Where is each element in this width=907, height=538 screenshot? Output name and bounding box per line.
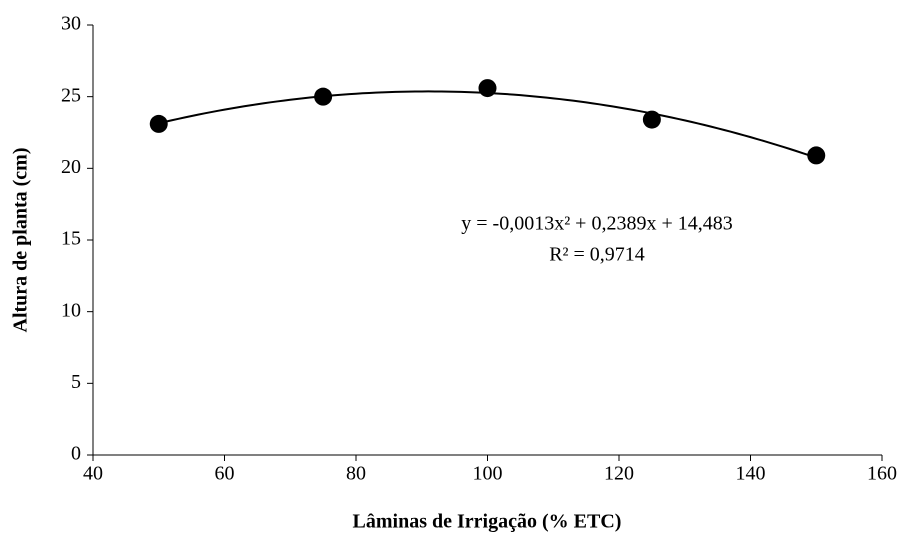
y-tick-label: 0 (71, 443, 81, 465)
point (149, 114, 168, 133)
y-tick-label: 20 (61, 156, 81, 178)
y-tick-label: 5 (71, 371, 81, 393)
x-tick-label: 100 (473, 463, 503, 485)
y-tick-label: 10 (61, 299, 81, 321)
y-tick-label: 15 (61, 228, 81, 250)
trendline (158, 90, 817, 159)
x-tick-label: 80 (346, 463, 366, 485)
point (807, 146, 826, 165)
x-tick-label: 140 (736, 463, 766, 485)
y-tick-label: 25 (61, 84, 81, 106)
point (314, 87, 333, 106)
y-tick-label: 30 (61, 13, 81, 35)
x-tick-label: 120 (604, 463, 634, 485)
y-axis-title: Altura de planta (cm) (10, 148, 32, 333)
point (478, 79, 497, 98)
r-squared: R² = 0,9714 (549, 244, 645, 266)
point (642, 110, 661, 129)
x-tick-label: 160 (867, 463, 897, 485)
x-tick-label: 40 (83, 463, 103, 485)
x-axis-title: Lâminas de Irrigação (% ETC) (353, 511, 622, 533)
x-tick-label: 60 (215, 463, 235, 485)
equation: y = -0,0013x² + 0,2389x + 14,483 (461, 213, 733, 235)
